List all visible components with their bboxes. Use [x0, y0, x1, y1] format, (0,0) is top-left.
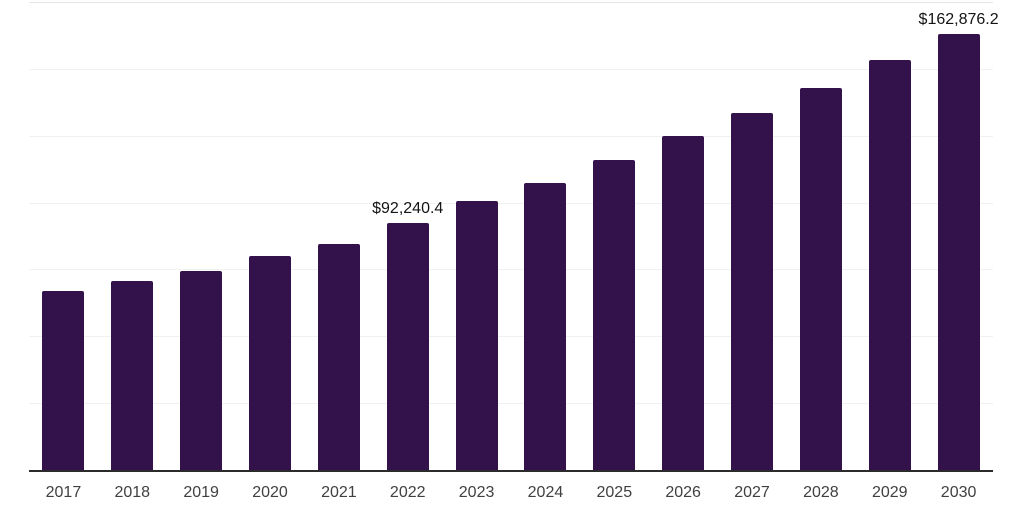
- bar-2017: [42, 291, 85, 470]
- bar-slot: [649, 2, 718, 470]
- plot-area: $92,240.4 $162,876.2: [29, 2, 999, 472]
- bar-slot: [98, 2, 167, 470]
- bar-slot: [167, 2, 236, 470]
- x-axis-label-2017: 2017: [45, 484, 82, 501]
- bar-2023: [455, 200, 498, 470]
- bar-2028: [799, 88, 842, 470]
- x-axis-label-2022: 2022: [389, 484, 426, 501]
- bar-slot: [718, 2, 787, 470]
- x-axis-label-2021: 2021: [321, 484, 357, 501]
- gridline: [29, 202, 993, 204]
- x-axis-line: [29, 470, 993, 472]
- gridline: [29, 135, 993, 137]
- bar-slot: [304, 2, 373, 470]
- bar-2022: [386, 223, 429, 470]
- gridline: [29, 403, 993, 405]
- x-axis-label-2019: 2019: [183, 484, 219, 501]
- x-axis-label-2030: 2030: [940, 484, 977, 501]
- gridline: [29, 269, 993, 271]
- bar-2024: [524, 183, 567, 470]
- x-axis-label-2028: 2028: [803, 484, 839, 501]
- bar-2026: [662, 135, 705, 470]
- bar-slot: [236, 2, 305, 470]
- bar-slot: [29, 2, 98, 470]
- value-label: $92,240.4: [372, 200, 444, 218]
- value-label: $162,876.2: [918, 11, 999, 29]
- bar-slot: [442, 2, 511, 470]
- bar-2027: [731, 112, 774, 470]
- x-axis-label-2029: 2029: [871, 484, 908, 501]
- gridline: [29, 68, 993, 70]
- bar-2025: [593, 159, 636, 470]
- x-axis-label-2024: 2024: [527, 484, 564, 501]
- x-axis-label-2026: 2026: [665, 484, 701, 501]
- gridline: [29, 2, 993, 3]
- x-axis-label-2025: 2025: [596, 484, 633, 501]
- x-axis-label-2027: 2027: [734, 484, 770, 501]
- bar-slot: $162,876.2: [919, 2, 999, 470]
- bar-slot: [580, 2, 649, 470]
- bar-slot: [786, 2, 855, 470]
- gridline: [29, 336, 993, 338]
- bar-2020: [249, 256, 291, 470]
- bar-slot: $92,240.4: [372, 2, 444, 470]
- x-axis-label-2018: 2018: [114, 484, 151, 501]
- bars-row: $92,240.4 $162,876.2: [29, 2, 999, 470]
- bar-2018: [111, 281, 154, 470]
- bar-2021: [317, 243, 360, 470]
- x-axis-labels: 2017 2018 2019 2020 2021 2022 2023 2024 2025 2026…: [29, 471, 993, 501]
- x-axis-label-2023: 2023: [458, 484, 495, 501]
- bar-slot: [855, 2, 924, 470]
- bar-2029: [868, 59, 911, 470]
- bar-2019: [180, 270, 223, 470]
- x-axis-label-2020: 2020: [252, 484, 288, 501]
- bar-2030: [937, 34, 980, 470]
- bar-slot: [511, 2, 580, 470]
